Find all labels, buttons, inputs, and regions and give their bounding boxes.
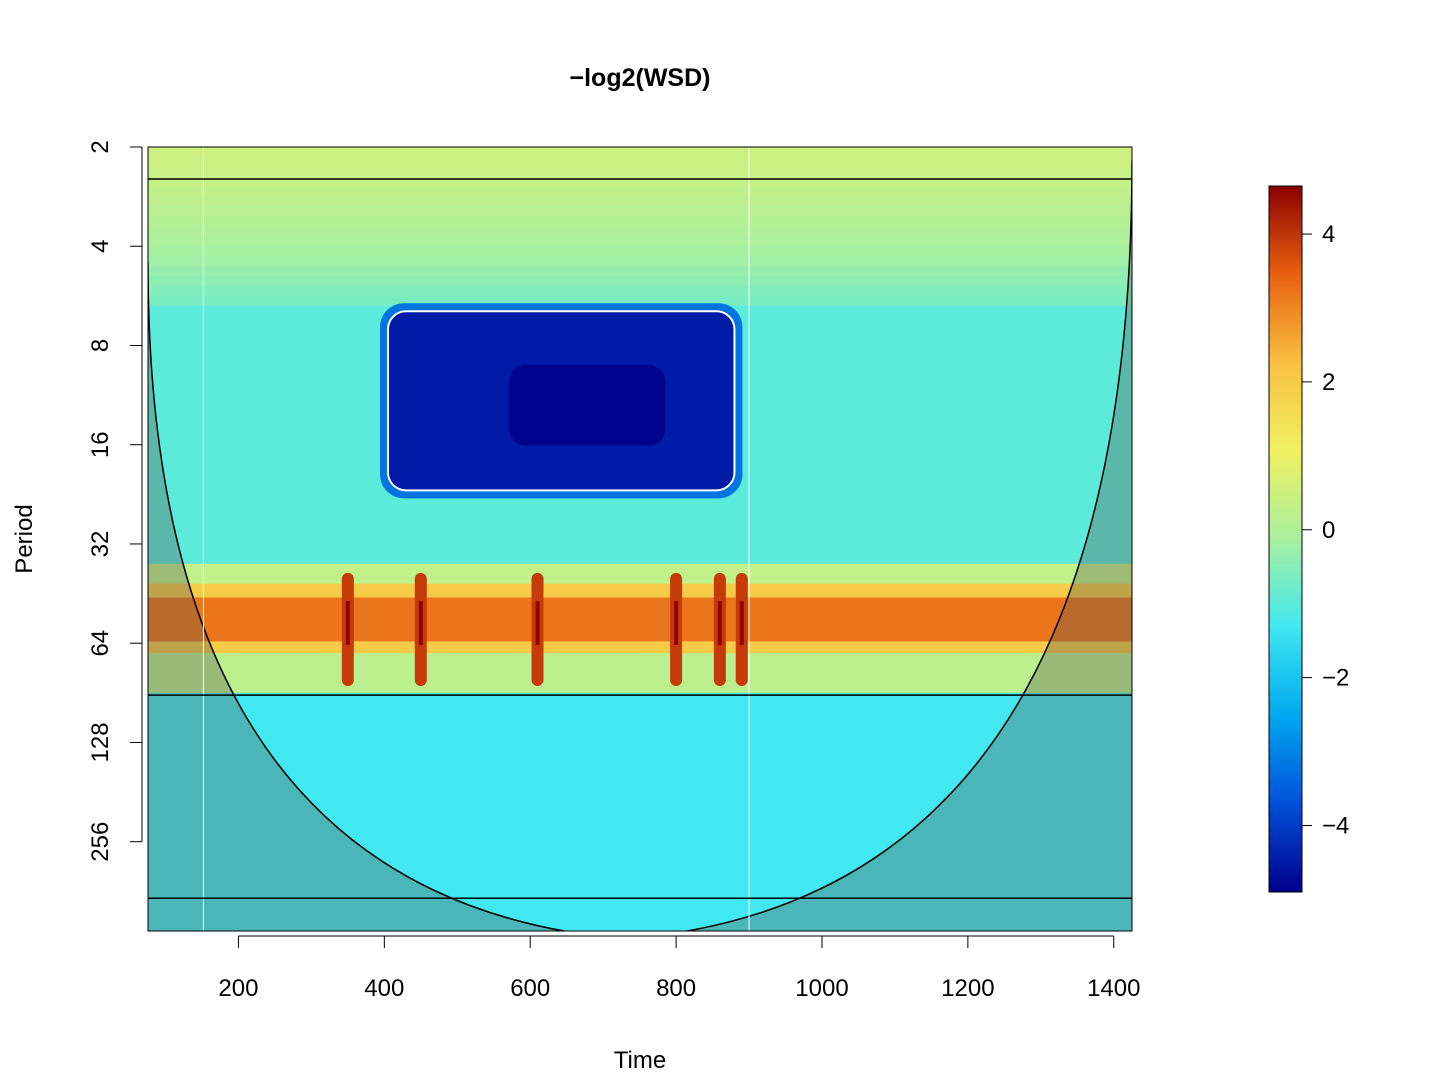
- high-band-peak-core: [674, 601, 679, 646]
- heatmap-row: [148, 752, 1132, 763]
- heatmap-row: [148, 831, 1132, 843]
- coi-shading: [148, 147, 1132, 931]
- heatmap-row: [148, 196, 1132, 208]
- high-band-peak-core: [418, 601, 423, 646]
- heatmap-row: [148, 871, 1132, 882]
- heatmap-row: [148, 494, 1132, 505]
- heatmap-row: [148, 226, 1132, 237]
- heatmap-row: [148, 643, 1132, 654]
- heatmap-row: [148, 682, 1132, 694]
- heatmap-plot-area: [148, 147, 1132, 931]
- heatmap-row: [148, 653, 1132, 664]
- heatmap-row: [148, 583, 1132, 595]
- plot-frame: [147, 146, 1133, 932]
- x-tick-label: 400: [364, 975, 404, 1002]
- heatmap-row: [148, 692, 1132, 704]
- heatmap-row: [148, 801, 1132, 813]
- heatmap-row: [148, 285, 1132, 297]
- high-band-peak-core: [345, 601, 350, 646]
- colorbar-tick-label: 0: [1322, 517, 1335, 544]
- heatmap-row: [148, 811, 1132, 823]
- heatmap-row: [148, 881, 1132, 892]
- colorbar-tick-label: 2: [1322, 369, 1335, 396]
- heatmap-row: [148, 911, 1132, 922]
- heatmap-row: [148, 156, 1132, 168]
- y-tick-label: 4: [87, 240, 114, 253]
- colorbar-axis: −4 −2 0 2 4: [1302, 221, 1349, 839]
- heatmap-row: [148, 821, 1132, 833]
- colorbar-tick-label: −2: [1322, 665, 1349, 692]
- colorbar-tick-label: −4: [1322, 812, 1349, 839]
- heatmap-row: [148, 891, 1132, 902]
- x-axis-label: Time: [614, 1047, 666, 1074]
- heatmap-row: [148, 166, 1132, 178]
- heatmap-row: [148, 901, 1132, 912]
- high-band-peak-core: [717, 601, 722, 646]
- heatmap-row: [148, 573, 1132, 585]
- heatmap-row: [148, 295, 1132, 307]
- heatmap-row: [148, 276, 1132, 287]
- y-axis: 2 4 8 16 32 64 128 256: [87, 140, 143, 862]
- heatmap-row: [148, 702, 1132, 714]
- low-region-core: [509, 364, 666, 446]
- heatmap-row: [148, 712, 1132, 724]
- reference-lines: [148, 147, 1132, 931]
- y-tick-label: 2: [87, 140, 114, 153]
- heatmap-row: [148, 782, 1132, 793]
- heatmap-row: [148, 742, 1132, 753]
- y-tick-label: 32: [87, 531, 114, 558]
- colorbar-tick-label: 4: [1322, 221, 1335, 248]
- heatmap-row: [148, 543, 1132, 555]
- chart-title: −log2(WSD): [570, 64, 711, 92]
- heatmap-row: [148, 206, 1132, 218]
- heatmap-row: [148, 524, 1132, 535]
- heatmap-row: [148, 186, 1132, 198]
- heatmap-row: [148, 722, 1132, 734]
- heatmap-row: [148, 236, 1132, 247]
- cone-of-influence: [148, 147, 1132, 931]
- heatmap-row: [148, 504, 1132, 515]
- high-band-core: [148, 597, 1132, 642]
- heatmap-row: [148, 534, 1132, 545]
- heatmap-row: [148, 266, 1132, 277]
- heatmap-row: [148, 256, 1132, 267]
- heatmap-row: [148, 216, 1132, 227]
- heatmap-row: [148, 732, 1132, 744]
- high-band-peak-core: [535, 601, 540, 646]
- coi-line: [148, 160, 1132, 931]
- heatmap-row: [148, 851, 1132, 863]
- heatmap-row: [148, 514, 1132, 525]
- x-tick-label: 1400: [1087, 975, 1140, 1002]
- heatmap-row: [148, 921, 1132, 931]
- y-tick-label: 16: [87, 431, 114, 458]
- heatmap-row: [148, 762, 1132, 773]
- colorbar: [1268, 185, 1303, 893]
- high-band-peak-core: [739, 601, 744, 646]
- heatmap-row: [148, 792, 1132, 803]
- heatmap-row: [148, 553, 1132, 565]
- y-tick-label: 256: [87, 822, 114, 862]
- heatmap-row: [148, 861, 1132, 873]
- y-tick-label: 128: [87, 722, 114, 762]
- heatmap-row: [148, 147, 1132, 158]
- x-axis: 200 400 600 800 1000 1200 1400: [218, 935, 1140, 1002]
- y-axis-label: Period: [11, 504, 38, 573]
- heatmap-row: [148, 246, 1132, 257]
- x-tick-label: 1200: [941, 975, 994, 1002]
- heatmap-features: [148, 303, 1132, 687]
- x-tick-label: 600: [510, 975, 550, 1002]
- heatmap-row: [148, 841, 1132, 853]
- x-tick-label: 800: [656, 975, 696, 1002]
- heatmap-row: [148, 176, 1132, 188]
- heatmap-row: [148, 772, 1132, 783]
- heatmap-row: [148, 663, 1132, 674]
- y-tick-label: 64: [87, 630, 114, 657]
- heatmap-row: [148, 672, 1132, 684]
- heatmap-row: [148, 563, 1132, 575]
- x-tick-label: 200: [218, 975, 258, 1002]
- y-tick-label: 8: [87, 339, 114, 352]
- x-tick-label: 1000: [795, 975, 848, 1002]
